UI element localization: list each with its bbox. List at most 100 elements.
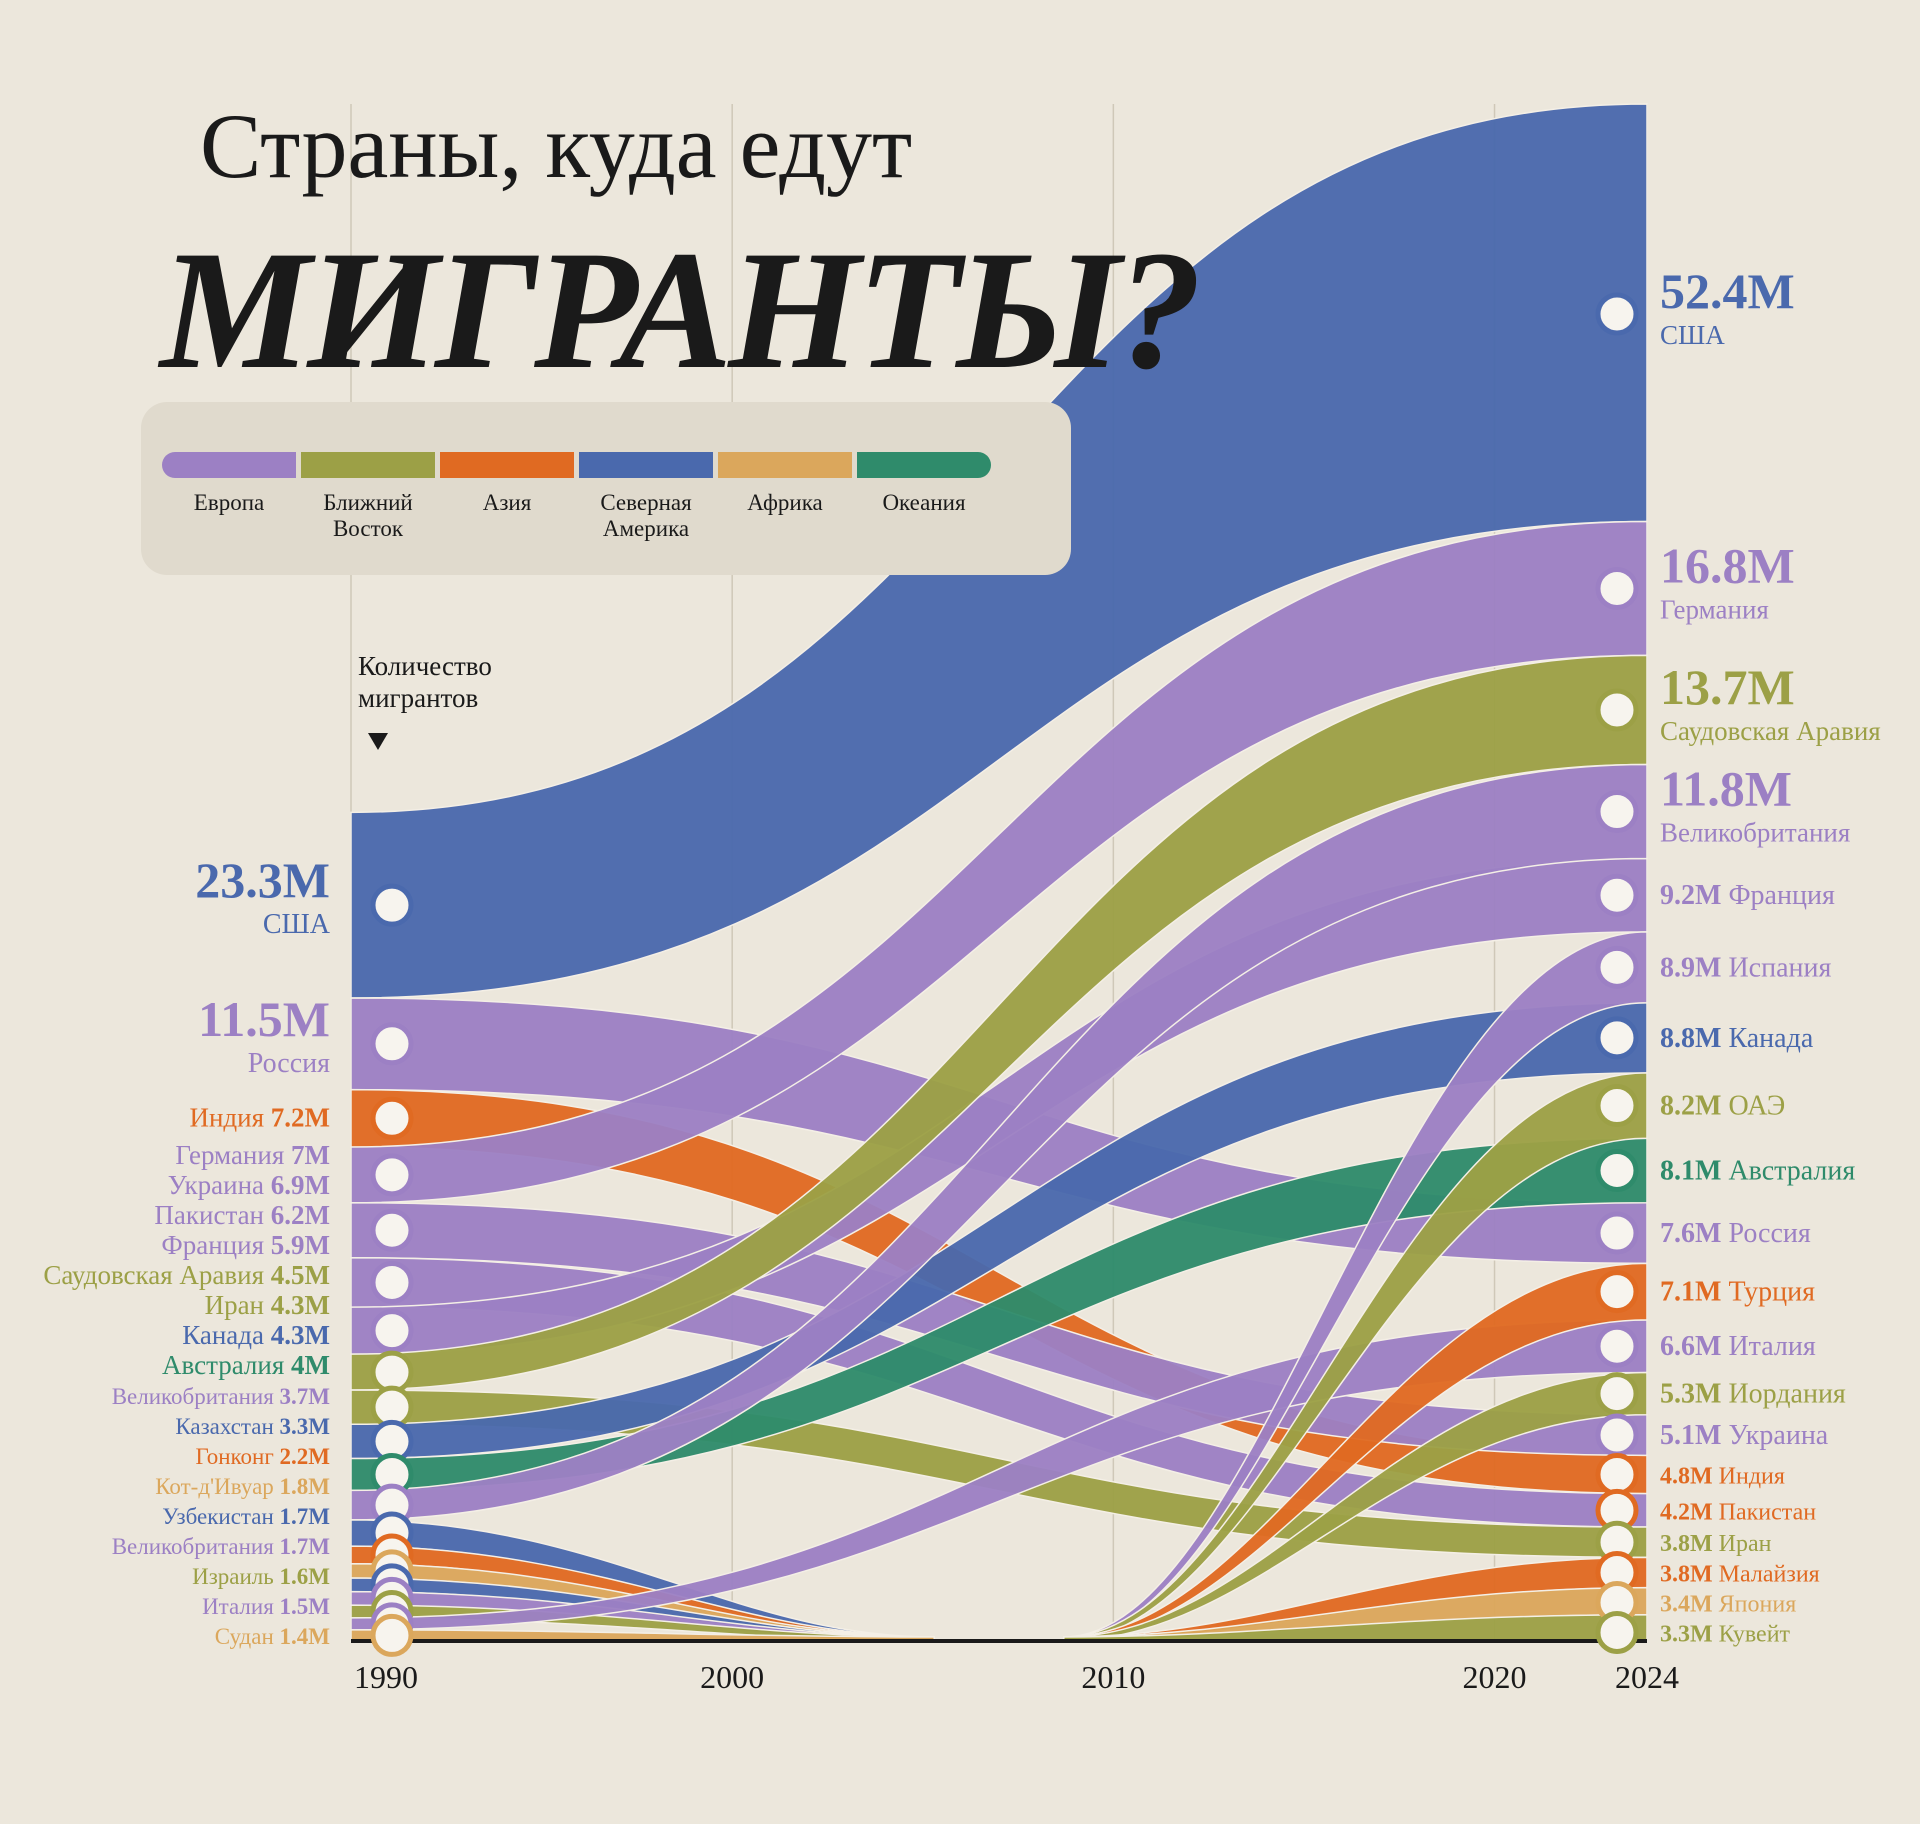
legend-label: Африка <box>747 490 823 515</box>
country-label: Иран <box>205 1290 264 1320</box>
country-label: Пакистан <box>1719 1499 1817 1525</box>
country-label: Италия <box>1728 1331 1815 1362</box>
flag <box>1595 1372 1639 1416</box>
country-entry: Индия 7.2M <box>189 1102 330 1132</box>
ribbon <box>350 654 1648 1391</box>
value-label: 7M <box>291 1140 330 1170</box>
country-label: Австралия <box>1728 1155 1855 1186</box>
country-entry: 8.8M Канада <box>1660 1023 1814 1054</box>
country-label: Великобритания <box>112 1384 275 1409</box>
value-label: 8.2M <box>1660 1091 1721 1122</box>
country-label: Индия <box>1719 1463 1785 1489</box>
value-label: 8.8M <box>1660 1023 1721 1054</box>
country-entry: 3.8M Малайзия <box>1660 1561 1820 1587</box>
country-entry: Гонконг 2.2M <box>195 1444 330 1469</box>
country-entry: Кот-д'Ивуар 1.8M <box>155 1474 330 1499</box>
country-label: Япония <box>1719 1591 1797 1617</box>
value-label: 5.9M <box>271 1230 330 1260</box>
flag <box>1595 292 1639 336</box>
value-label: 4M <box>291 1350 330 1380</box>
value-label: 4.2M <box>1660 1499 1713 1525</box>
country-label: Иран <box>1719 1531 1772 1557</box>
value-label: 6.2M <box>271 1200 330 1230</box>
value-label: 23.3M <box>195 852 330 908</box>
legend-label: Океания <box>882 490 966 515</box>
country-label: Украина <box>1728 1420 1828 1451</box>
value-label: 5.1M <box>1660 1420 1721 1451</box>
value-label: 6.9M <box>271 1170 330 1200</box>
value-label: 13.7M <box>1660 659 1795 715</box>
country-entry: 4.8M Индия <box>1660 1463 1785 1489</box>
value-label: 1.6M <box>280 1564 331 1589</box>
value-label: 9.2M <box>1660 880 1721 911</box>
flag <box>370 1260 414 1304</box>
country-entry: 3.3M Кувейт <box>1660 1621 1791 1647</box>
value-label: 3.4M <box>1660 1591 1713 1617</box>
country-label: Гонконг <box>195 1444 273 1469</box>
value-label: 8.1M <box>1660 1155 1721 1186</box>
legend-label: Ближний Восток <box>323 490 413 542</box>
legend-swatch <box>718 452 852 478</box>
country-entry: Иран 4.3M <box>205 1290 330 1320</box>
value-label: 7.6M <box>1660 1218 1721 1249</box>
flag <box>370 1309 414 1353</box>
country-entry: Франция 5.9M <box>161 1230 330 1260</box>
flag <box>1595 1610 1639 1654</box>
country-label: Пакистан <box>154 1200 264 1230</box>
country-entry: 3.4M Япония <box>1660 1591 1796 1617</box>
country-entry: 7.1M Турция <box>1660 1277 1815 1308</box>
country-label: Франция <box>1728 880 1835 911</box>
value-label: 8.9M <box>1660 952 1721 983</box>
flag <box>1595 873 1639 917</box>
value-label: 6.6M <box>1660 1331 1721 1362</box>
value-label: 5.3M <box>1660 1379 1721 1410</box>
country-entry: 8.2M ОАЭ <box>1660 1091 1785 1122</box>
flag <box>1595 1270 1639 1314</box>
country-label: США <box>1660 320 1725 350</box>
title: Страны, куда едут <box>200 95 913 197</box>
x-tick-label: 1990 <box>354 1659 418 1695</box>
legend-item: Океания <box>857 452 991 516</box>
country-entry: 8.9M Испания <box>1660 952 1831 983</box>
x-tick-label: 2000 <box>700 1659 764 1695</box>
value-label: 1.4M <box>280 1624 331 1649</box>
legend-swatch <box>440 452 574 478</box>
country-label: Австралия <box>162 1350 284 1380</box>
country-label: Великобритания <box>1660 818 1850 848</box>
flag <box>1595 1016 1639 1060</box>
value-label: 1.7M <box>280 1534 331 1559</box>
ribbon <box>1063 1072 1648 1642</box>
country-entry: Пакистан 6.2M <box>154 1200 330 1230</box>
country-entry: Казахстан 3.3M <box>175 1414 330 1439</box>
country-label: Канада <box>182 1320 264 1350</box>
country-entry: 9.2M Франция <box>1660 880 1835 911</box>
country-entry: 3.8M Иран <box>1660 1531 1772 1557</box>
flag <box>1595 1211 1639 1255</box>
value-label: 2.2M <box>280 1444 331 1469</box>
value-label: 7.2M <box>271 1102 330 1132</box>
value-label: 4.3M <box>271 1320 330 1350</box>
country-label: Саудовская Аравия <box>1660 716 1881 746</box>
flag <box>1595 1413 1639 1457</box>
country-label: Казахстан <box>175 1414 273 1439</box>
country-entry: 5.3M Иордания <box>1660 1379 1846 1410</box>
value-label: 4.8M <box>1660 1463 1713 1489</box>
legend-label: Европа <box>193 490 265 515</box>
legend-item: Северная Америка <box>579 452 713 543</box>
country-label: Великобритания <box>112 1534 275 1559</box>
country-label: Кот-д'Ивуар <box>155 1474 274 1499</box>
legend-item: Европа <box>162 452 296 516</box>
legend-item: Азия <box>440 452 574 516</box>
flag <box>370 1022 414 1066</box>
country-entry: Великобритания 1.7M <box>112 1534 331 1559</box>
value-label: 1.5M <box>280 1594 331 1619</box>
country-label: Россия <box>1728 1218 1810 1249</box>
value-label: 16.8M <box>1660 537 1795 593</box>
country-label: Израиль <box>192 1564 274 1589</box>
value-label: 3.3M <box>1660 1621 1713 1647</box>
ribbon <box>1063 931 1648 1642</box>
flag <box>1595 1148 1639 1192</box>
country-entry: Саудовская Аравия 4.5M <box>43 1260 330 1290</box>
country-entry: Украина 6.9M <box>168 1170 330 1200</box>
flag <box>370 1350 414 1394</box>
